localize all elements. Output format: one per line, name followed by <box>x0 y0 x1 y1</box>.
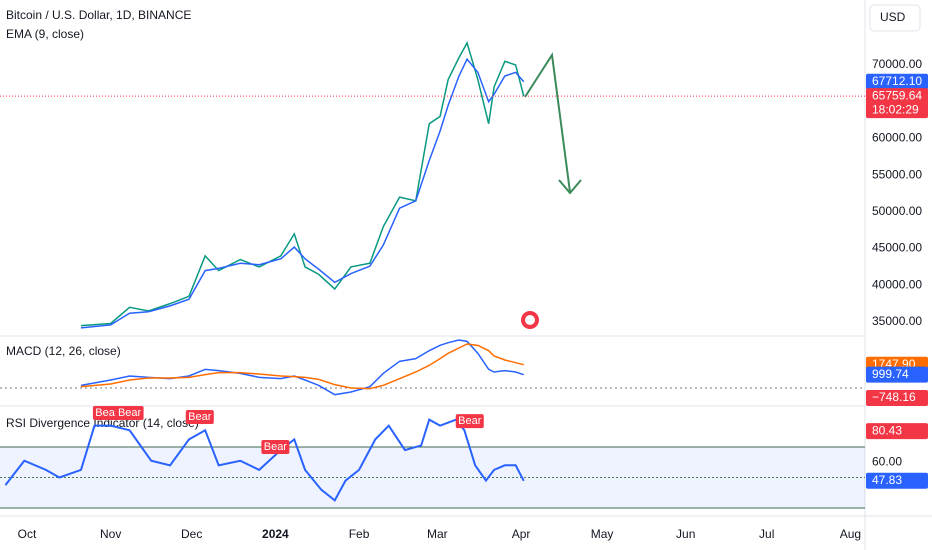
price-badge-label: 65759.64 <box>872 88 922 102</box>
currency-button[interactable] <box>869 4 921 32</box>
x-tick-label: Oct <box>18 527 37 541</box>
annotation-label: Bear <box>95 407 119 419</box>
annotation-label: Bear <box>118 407 142 419</box>
y-tick-label: 40000.00 <box>872 277 922 291</box>
price-badge <box>866 73 928 90</box>
chart-title: Bitcoin / U.S. Dollar, 1D, BINANCE <box>6 8 191 22</box>
x-tick-label: Jun <box>676 527 695 541</box>
currency[interactable]: USD <box>880 10 906 24</box>
annotation-box <box>455 414 484 429</box>
price-badge-label: 47.83 <box>872 473 902 487</box>
x-tick-label: Apr <box>512 527 531 541</box>
rsi-title: RSI Divergence Indicator (14, close) <box>6 416 199 430</box>
x-tick-label: Feb <box>349 527 370 541</box>
price-badge <box>866 366 928 383</box>
price-badge <box>866 423 928 440</box>
price-badge-label: 80.43 <box>872 423 902 437</box>
price-badge-label: −748.16 <box>872 390 916 404</box>
price-badge <box>866 88 928 119</box>
y-tick-label: 60000.00 <box>872 131 922 145</box>
annotation-box <box>92 406 121 421</box>
arrow-head <box>558 179 582 195</box>
annotation-label: Bear <box>188 411 212 423</box>
projection-arrow <box>524 52 571 193</box>
series-line <box>80 339 524 396</box>
price-badge <box>866 389 928 406</box>
price-badge-label: 67712.10 <box>872 74 922 88</box>
x-tick-label: Mar <box>427 527 448 541</box>
y-tick-label: 50000.00 <box>872 204 922 218</box>
countdown: 18:02:29 <box>872 102 919 116</box>
series-line <box>80 343 524 390</box>
series-line <box>80 41 525 327</box>
x-tick-label: 2024 <box>262 527 289 541</box>
y-tick-label: 60.00 <box>872 454 902 468</box>
event-icon-inner <box>525 315 535 325</box>
annotation-label: Bear <box>458 415 482 427</box>
annotation-label: Bear <box>264 441 288 453</box>
series-line <box>4 418 525 502</box>
x-tick-label: Jul <box>759 527 774 541</box>
y-tick-label: 35000.00 <box>872 314 922 328</box>
series-line <box>80 57 525 329</box>
x-tick-label: Dec <box>181 527 202 541</box>
y-tick-label: 70000.00 <box>872 57 922 71</box>
y-tick-label: 45000.00 <box>872 241 922 255</box>
y-tick-label: 55000.00 <box>872 167 922 181</box>
x-tick-label: May <box>591 527 614 541</box>
annotation-box <box>261 440 290 455</box>
x-tick-label: Nov <box>100 527 121 541</box>
annotation-box <box>115 406 144 421</box>
ema-legend: EMA (9, close) <box>6 27 84 41</box>
annotation-box <box>185 409 214 424</box>
price-badge-label: 999.74 <box>872 367 909 381</box>
price-badge <box>866 472 928 489</box>
macd-title: MACD (12, 26, close) <box>6 344 121 358</box>
x-tick-label: Aug <box>840 527 861 541</box>
